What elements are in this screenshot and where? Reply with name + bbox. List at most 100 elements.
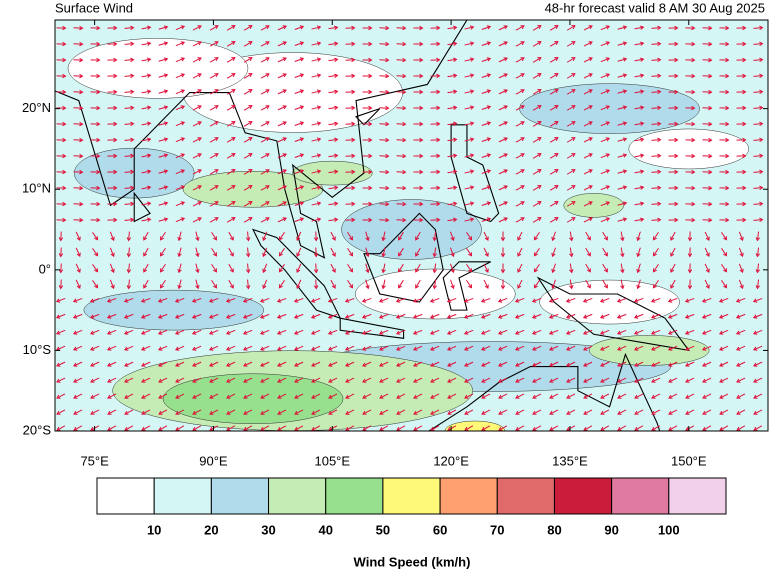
wind-arrowhead [667, 330, 673, 335]
wind-arrowhead [725, 25, 730, 31]
wind-arrowhead [755, 237, 761, 242]
wind-arrowhead [685, 394, 690, 399]
wind-arrowhead [531, 298, 537, 303]
wind-arrowhead [79, 89, 84, 95]
wind-arrowhead [605, 121, 611, 126]
wind-arrow [328, 122, 338, 126]
wind-arrowhead [79, 137, 84, 143]
wind-arrowhead [214, 137, 219, 142]
wind-arrowhead [616, 314, 622, 319]
wind-arrow [651, 361, 661, 367]
wind-arrowhead [385, 73, 390, 79]
wind-arrow [634, 154, 644, 158]
wind-arrowhead [586, 236, 591, 241]
wind-arrow [549, 41, 559, 47]
wind-arrow [311, 26, 321, 30]
wind-arrowhead [469, 169, 475, 174]
wind-arrow [447, 74, 457, 78]
wind-arrow [756, 263, 760, 273]
wind-arrowhead [163, 137, 169, 142]
wind-arrowhead [419, 73, 424, 79]
wind-arrowhead [652, 236, 657, 241]
wind-arrowhead [453, 41, 458, 46]
wind-arrow [549, 345, 559, 351]
wind-arrowhead [701, 330, 707, 335]
wind-arrow [483, 231, 489, 241]
wind-arrowhead [316, 185, 322, 190]
wind-arrow [719, 345, 729, 351]
wind-arrowhead [278, 284, 283, 289]
wind-arrowhead [725, 217, 730, 223]
wind-arrowhead [107, 394, 112, 399]
wind-arrowhead [402, 121, 407, 127]
wind-arrowhead [759, 57, 764, 63]
wind-arrowhead [368, 105, 373, 111]
wind-arrow [634, 90, 644, 94]
wind-arrowhead [753, 362, 758, 367]
wind-arrow [365, 279, 369, 289]
wind-arrowhead [651, 410, 656, 415]
wind-arrow [226, 409, 236, 415]
wind-arrowhead [157, 314, 163, 319]
wind-arrowhead [197, 201, 202, 206]
wind-region [444, 420, 506, 431]
wind-arrowhead [197, 105, 202, 110]
wind-arrow [211, 247, 217, 257]
lon-tick-label: 90°E [199, 453, 228, 468]
wind-arrowhead [432, 285, 437, 290]
wind-arrowhead [72, 298, 78, 303]
wind-arrowhead [113, 153, 118, 159]
wind-arrowhead [282, 185, 287, 190]
wind-arrowhead [214, 169, 219, 174]
wind-arrow [192, 25, 202, 31]
wind-arrowhead [146, 137, 152, 142]
wind-region [67, 38, 249, 99]
wind-arrow [396, 409, 406, 415]
wind-arrowhead [604, 268, 608, 273]
wind-arrowhead [226, 426, 231, 431]
wind-arrow [668, 377, 678, 383]
wind-arrowhead [316, 73, 322, 78]
wind-arrowhead [402, 201, 407, 207]
wind-arrowhead [96, 57, 101, 63]
wind-arrowhead [498, 394, 503, 399]
wind-arrowhead [278, 252, 283, 257]
wind-arrow [651, 139, 661, 141]
wind-arrow [124, 123, 134, 125]
wind-arrow [753, 425, 763, 431]
lon-tick-label: 135°E [552, 453, 588, 468]
wind-arrow [413, 345, 423, 351]
wind-arrowhead [549, 426, 554, 431]
wind-arrowhead [310, 314, 316, 319]
wind-arrow [379, 377, 389, 383]
wind-arrow [498, 393, 508, 399]
wind-arrow [379, 361, 389, 367]
wind-arrowhead [180, 57, 186, 62]
wind-arrow [617, 138, 627, 142]
wind-arrow [602, 279, 608, 289]
wind-arrowhead [497, 330, 503, 335]
wind-arrowhead [62, 217, 67, 223]
wind-arrow [668, 329, 678, 335]
wind-arrow [195, 279, 199, 289]
wind-arrowhead [96, 217, 101, 223]
wind-arrowhead [725, 121, 730, 127]
wind-arrowhead [231, 185, 236, 189]
wind-arrowhead [755, 269, 761, 274]
wind-arrowhead [705, 252, 710, 257]
wind-arrowhead [365, 236, 370, 242]
wind-arrowhead [583, 394, 588, 399]
wind-arrowhead [742, 169, 747, 175]
wind-arrow [158, 345, 168, 351]
wind-arrow [192, 153, 202, 159]
wind-arrowhead [385, 169, 390, 175]
wind-arrowhead [453, 217, 458, 222]
wind-arrow [158, 42, 168, 46]
wind-arrow [634, 170, 644, 174]
colorbar-tick-label: 70 [490, 522, 504, 537]
wind-arrowhead [385, 153, 390, 159]
wind-arrowhead [718, 330, 724, 335]
wind-arrow [549, 185, 559, 191]
wind-arrowhead [639, 41, 645, 46]
wind-arrowhead [385, 89, 390, 95]
